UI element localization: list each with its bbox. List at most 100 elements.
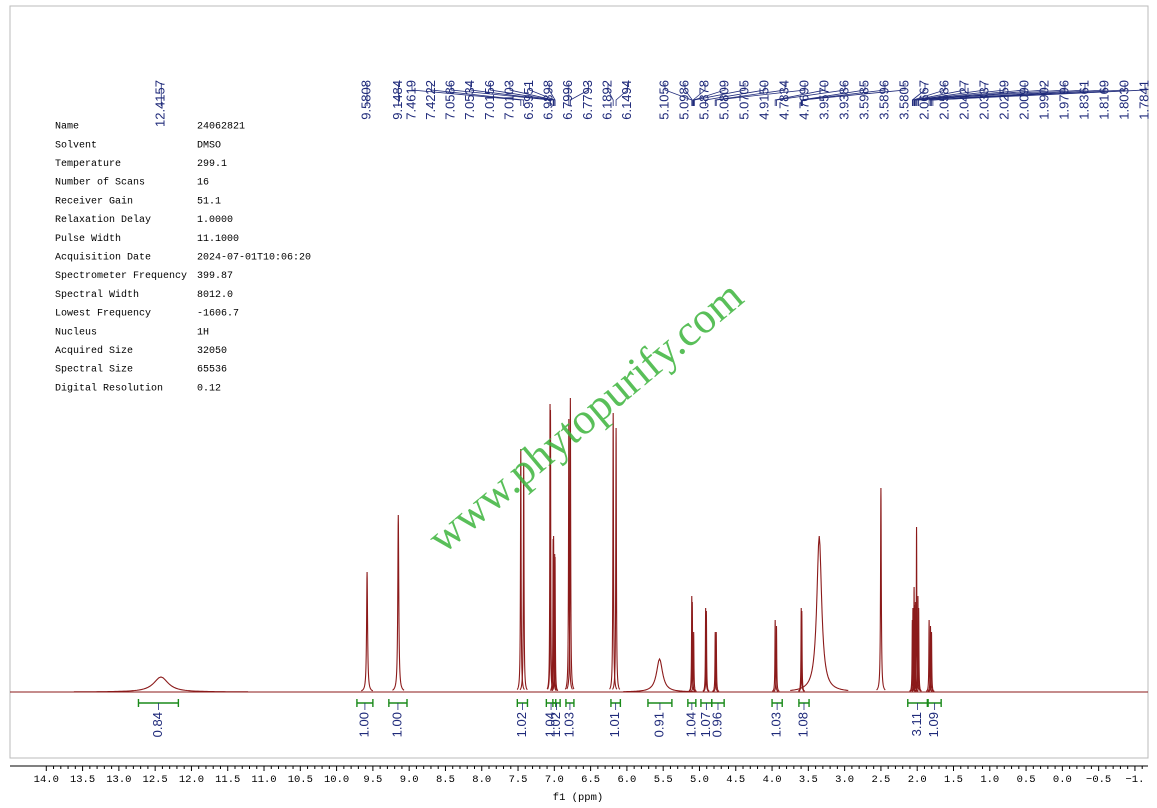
peak-connector xyxy=(800,83,866,106)
peak-connector xyxy=(912,83,946,106)
param-name: Pulse Width xyxy=(55,233,121,245)
peak xyxy=(519,463,528,691)
x-tick-label: −1. xyxy=(1125,774,1144,786)
peak-label: 2.0259 xyxy=(996,80,1011,120)
peak-label: 6.7996 xyxy=(560,80,575,120)
integral-label: 1.03 xyxy=(769,712,784,737)
peak-label: 3.5805 xyxy=(896,80,911,120)
x-tick-label: 10.5 xyxy=(288,774,313,786)
peak-label: 3.9386 xyxy=(836,80,851,120)
peak xyxy=(564,418,573,690)
x-tick-label: 2.5 xyxy=(871,774,890,786)
integral-label: 0.96 xyxy=(709,712,724,737)
param-name: Spectral Width xyxy=(55,289,139,301)
peak-label: 4.9150 xyxy=(756,80,771,120)
peak xyxy=(914,595,922,692)
param-name: Name xyxy=(55,122,79,133)
peak xyxy=(925,619,933,692)
integral-label: 1.01 xyxy=(607,712,622,737)
peak-label: 7.4619 xyxy=(403,80,418,120)
param-value: 8012.0 xyxy=(197,290,233,301)
peak xyxy=(611,427,621,690)
peak-connector xyxy=(509,83,554,106)
x-tick-label: 3.5 xyxy=(799,774,818,786)
peak xyxy=(702,607,709,692)
peak-label: 5.0809 xyxy=(716,80,731,120)
x-tick-label: 7.0 xyxy=(545,774,564,786)
peak xyxy=(798,610,805,692)
peak-label: 5.0986 xyxy=(676,80,691,120)
peak-connector xyxy=(914,83,986,106)
param-name: Relaxation Delay xyxy=(55,214,151,226)
integral-label: 1.07 xyxy=(698,712,713,737)
peak xyxy=(712,631,719,692)
peak xyxy=(773,625,780,692)
x-tick-label: −0.5 xyxy=(1086,774,1111,786)
x-tick-label: 2.0 xyxy=(908,774,927,786)
peak-label: 1.9902 xyxy=(1036,80,1051,120)
peak-label: 3.5896 xyxy=(876,80,891,120)
x-tick-label: 4.5 xyxy=(726,774,745,786)
peak xyxy=(771,619,779,692)
param-name: Number of Scans xyxy=(55,177,145,189)
peak-label: 9.5808 xyxy=(358,80,373,120)
plot-frame xyxy=(9,5,1149,759)
peak-connector xyxy=(684,83,693,106)
param-value: 299.1 xyxy=(197,159,227,170)
x-tick-label: 6.5 xyxy=(581,774,600,786)
peak-connector xyxy=(705,83,766,106)
peak-label: 12.4157 xyxy=(153,80,168,127)
param-value: 0.12 xyxy=(197,383,221,394)
peak xyxy=(361,571,374,692)
peak-connector xyxy=(470,83,551,106)
peak xyxy=(623,657,696,693)
peak xyxy=(689,601,696,692)
integral-label: 3.11 xyxy=(909,712,924,736)
x-tick-label: 9.0 xyxy=(400,774,419,786)
param-value: 16 xyxy=(197,178,209,189)
peak-label: 7.0586 xyxy=(443,80,458,120)
peak xyxy=(516,448,525,690)
peak-connector xyxy=(431,83,525,106)
peak xyxy=(928,631,935,692)
param-value: 32050 xyxy=(197,346,227,357)
peak xyxy=(927,625,934,692)
peak-label: 1.9796 xyxy=(1056,80,1071,120)
peak-label: 1.8030 xyxy=(1116,80,1131,120)
peak-connector xyxy=(917,83,1046,106)
param-name: Spectral Size xyxy=(55,364,133,376)
peak xyxy=(915,607,922,692)
peak-label: 6.1494 xyxy=(619,80,634,120)
peak-label: 6.9951 xyxy=(521,80,536,120)
peak-connector xyxy=(914,83,1006,106)
peak xyxy=(790,535,849,692)
integral-label: 0.91 xyxy=(651,712,666,737)
peak-label: 1.8361 xyxy=(1076,80,1091,120)
integral-label: 1.03 xyxy=(561,712,576,737)
integral-label: 0.84 xyxy=(150,712,165,737)
integral-label: 1.02 xyxy=(548,712,563,737)
peak-connector xyxy=(932,83,1146,106)
peak-label: 6.7793 xyxy=(580,80,595,120)
x-tick-label: 10.0 xyxy=(324,774,349,786)
peak xyxy=(550,535,557,691)
param-name: Temperature xyxy=(55,159,121,170)
peak-connector xyxy=(664,83,693,106)
x-tick-label: 9.5 xyxy=(363,774,382,786)
peak-connector xyxy=(801,83,886,106)
peak-connector xyxy=(911,83,926,106)
integral-label: 1.02 xyxy=(514,712,529,737)
peak-label: 4.7834 xyxy=(776,80,791,120)
peak-connector xyxy=(569,83,589,106)
peak-connector xyxy=(931,83,1126,106)
param-value: -1606.7 xyxy=(197,309,239,320)
param-name: Spectrometer Frequency xyxy=(55,271,187,282)
param-name: Nucleus xyxy=(55,326,97,338)
peak xyxy=(566,397,575,690)
peak-label: 6.1892 xyxy=(599,80,614,120)
param-name: Digital Resolution xyxy=(55,382,163,394)
x-tick-label: 14.0 xyxy=(34,774,59,786)
peak xyxy=(876,487,886,691)
peak-label: 6.9898 xyxy=(541,80,556,120)
x-tick-label: 12.0 xyxy=(179,774,204,786)
